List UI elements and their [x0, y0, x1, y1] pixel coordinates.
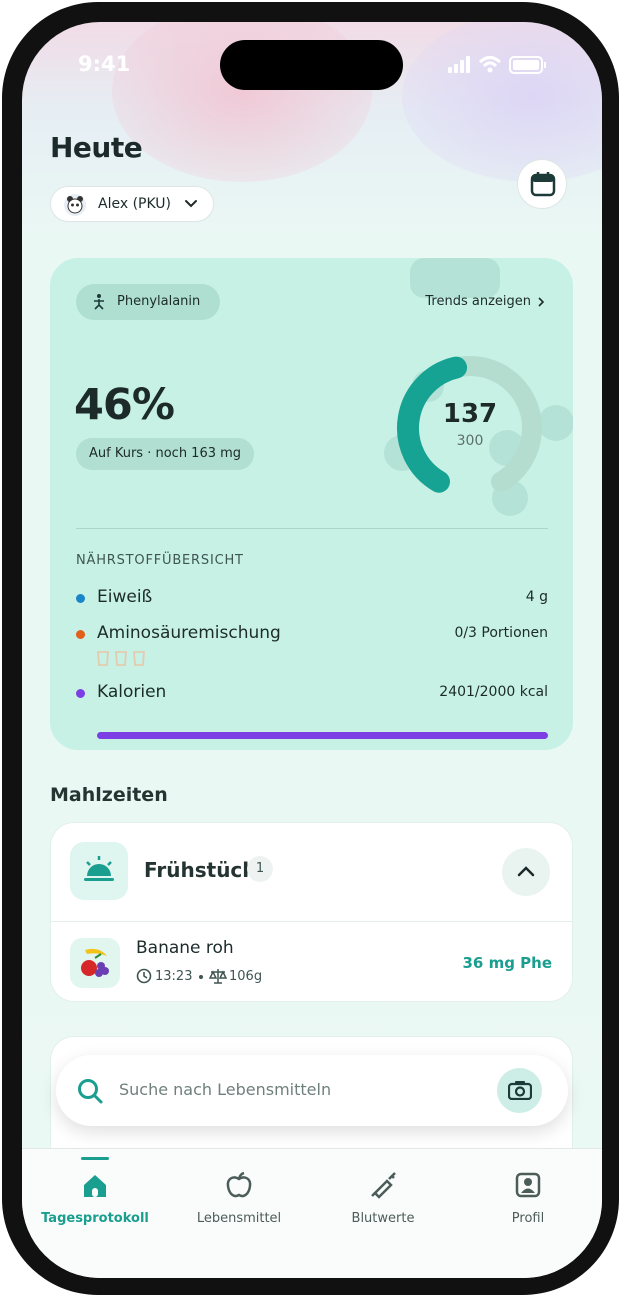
section-title: NÄHRSTOFFÜBERSICHT [76, 553, 244, 568]
nutrient-amount: 2401/2000 kcal [439, 684, 548, 700]
tab[interactable]: Profil [468, 1149, 588, 1259]
nutrient-name: Eiweiß [97, 587, 153, 607]
search-placeholder: Suche nach Lebensmitteln [119, 1080, 332, 1099]
search-icon [78, 1079, 103, 1104]
gauge-fill [397, 356, 468, 493]
profile-name: Alex (PKU) [98, 196, 171, 212]
nutrient-amount: 0/3 Portionen [454, 625, 548, 641]
status-icons [448, 56, 546, 74]
food-item[interactable]: Banane roh 13:23 106g 36 mg Phe [51, 922, 572, 1001]
camera-button[interactable] [497, 1068, 542, 1113]
collapse-button[interactable] [502, 848, 550, 896]
meal-name: Frühstück [144, 858, 256, 882]
divider [51, 921, 572, 922]
tab-bar: Tagesprotokoll Lebensmittel Blutwerte Profi… [22, 1148, 602, 1278]
tab-icon [515, 1172, 541, 1198]
camera-icon [508, 1081, 532, 1100]
calendar-icon [530, 172, 556, 197]
portion-cups [97, 651, 145, 666]
chevron-up [517, 866, 535, 877]
status-pill: Auf Kurs · noch 163 mg [76, 438, 255, 470]
glow [402, 22, 602, 182]
tab-icon [371, 1172, 396, 1199]
separator-dot [199, 975, 203, 979]
tab-label: Lebensmittel [196, 1211, 282, 1226]
chevron-down [185, 200, 197, 208]
tab[interactable]: Tagesprotokoll [35, 1149, 155, 1259]
profile-selector[interactable]: Alex (PKU) [50, 186, 214, 222]
nutrient-dot [76, 594, 85, 603]
avatar [64, 194, 86, 216]
phe-percent: 46% [74, 380, 175, 430]
tab-icon [226, 1171, 252, 1198]
phe-summary-card: Phenylalanin Trends anzeigen 46% Auf Kur… [50, 258, 573, 750]
divider [76, 528, 548, 529]
trends-link[interactable]: Trends anzeigen [425, 295, 545, 308]
phe-gauge [397, 356, 542, 493]
meal-card: Frühstück 1 Banane roh 13:23 [50, 822, 573, 1002]
section-heading: Mahlzeiten [50, 784, 168, 806]
trends-label: Trends anzeigen [425, 294, 531, 309]
tab[interactable]: Blutwerte [323, 1149, 443, 1259]
fruit-icon [81, 948, 109, 977]
tab-label: Blutwerte [351, 1211, 415, 1226]
nutrient-dot [76, 630, 85, 639]
calorie-bar [97, 732, 548, 739]
food-weight: 106g [229, 969, 263, 984]
tab[interactable]: Lebensmittel [179, 1149, 299, 1259]
nutrient-amount: 4 g [525, 589, 548, 605]
clock-icon [136, 968, 152, 984]
food-name: Banane roh [136, 938, 234, 958]
nutrient-dot [76, 689, 85, 698]
nutrient-chip: Phenylalanin [76, 284, 220, 320]
gauge-max: 300 [456, 433, 484, 449]
meal-count-badge: 1 [247, 856, 273, 882]
nutrient-name: Kalorien [97, 682, 167, 702]
food-phe: 36 mg Phe [462, 954, 552, 972]
search-bar[interactable]: Suche nach Lebensmitteln [56, 1055, 568, 1126]
nutrient-name: Aminosäuremischung [97, 623, 281, 643]
chevron-right [538, 296, 545, 307]
dynamic-island [220, 40, 403, 90]
calendar-button[interactable] [517, 159, 567, 209]
status-time: 9:41 [78, 52, 131, 76]
tab-active-indicator [81, 1157, 109, 1160]
food-icon-box [70, 938, 120, 988]
sunrise-icon [84, 856, 114, 881]
tab-label: Tagesprotokoll [41, 1211, 149, 1226]
tab-icon [84, 1175, 106, 1197]
gauge-value: 137 [442, 399, 498, 429]
screen: 9:41 Heute Alex (PKU) [22, 22, 602, 1278]
food-time: 13:23 [155, 969, 193, 984]
tab-label: Profil [511, 1211, 545, 1226]
scale-icon [209, 969, 227, 984]
meal-icon-box [70, 842, 128, 900]
chip-icon [94, 294, 104, 310]
chip-label: Phenylalanin [117, 294, 201, 309]
page-title: Heute [50, 131, 143, 164]
